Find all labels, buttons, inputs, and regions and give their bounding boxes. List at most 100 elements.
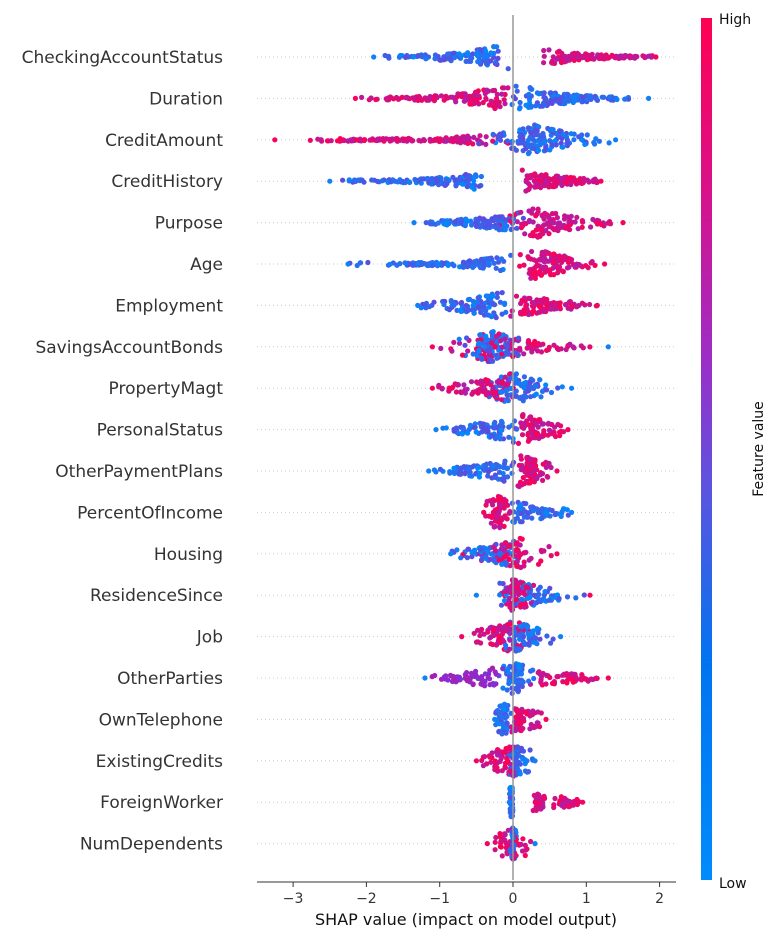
shap-point xyxy=(533,213,539,219)
shap-point xyxy=(539,471,546,477)
shap-point xyxy=(441,674,447,680)
shap-point xyxy=(499,853,505,859)
feature-label: ResidenceSince xyxy=(90,586,223,606)
shap-point xyxy=(354,262,360,269)
shap-point xyxy=(481,304,487,310)
shap-point xyxy=(532,184,538,190)
shap-point xyxy=(471,630,477,636)
shap-point xyxy=(530,206,536,212)
shap-point xyxy=(540,223,546,229)
shap-point xyxy=(467,101,473,107)
shap-point xyxy=(478,47,484,53)
feature-label: NumDependents xyxy=(80,835,223,855)
shap-point xyxy=(557,304,563,310)
shap-point xyxy=(503,388,509,394)
shap-point xyxy=(451,263,457,269)
shap-point xyxy=(548,640,554,646)
shap-point xyxy=(479,757,485,764)
shap-point xyxy=(621,55,627,61)
shap-point xyxy=(445,95,451,101)
shap-point xyxy=(442,221,448,227)
shap-point xyxy=(574,214,580,220)
x-axis-title: SHAP value (impact on model output) xyxy=(315,910,617,929)
shap-point xyxy=(490,131,496,137)
shap-point xyxy=(481,259,487,265)
shap-point-extreme xyxy=(653,54,659,60)
shap-point xyxy=(496,721,502,727)
shap-point xyxy=(542,589,548,595)
shap-point xyxy=(501,97,507,103)
shap-point xyxy=(436,382,442,388)
shap-point xyxy=(470,351,476,357)
shap-point xyxy=(494,708,500,714)
shap-point-extreme xyxy=(532,841,538,847)
shap-point xyxy=(528,464,534,470)
shap-point xyxy=(497,338,504,344)
shap-point xyxy=(509,690,515,696)
shap-point xyxy=(541,548,547,554)
shap-point xyxy=(484,336,490,343)
shap-point xyxy=(528,103,535,109)
shap-point xyxy=(537,173,543,179)
shap-point xyxy=(450,174,456,180)
shap-point xyxy=(495,259,502,265)
shap-point xyxy=(592,93,598,99)
shap-point xyxy=(434,261,440,267)
shap-point xyxy=(447,56,453,62)
shap-point xyxy=(473,672,479,678)
shap-point-extreme xyxy=(554,468,560,474)
shap-point xyxy=(505,351,511,357)
shap-point xyxy=(533,132,539,138)
shap-point xyxy=(496,103,502,109)
shap-point xyxy=(451,136,457,142)
shap-point xyxy=(469,222,475,228)
shap-point xyxy=(468,670,474,677)
shap-point xyxy=(443,138,449,144)
shap-point xyxy=(483,95,489,101)
shap-point xyxy=(520,215,527,221)
shap-point xyxy=(465,430,471,436)
shap-point xyxy=(545,101,551,107)
shap-point xyxy=(453,99,459,105)
shap-point xyxy=(528,130,534,136)
shap-point xyxy=(492,839,498,845)
shap-point xyxy=(482,754,488,760)
shap-point xyxy=(479,429,485,435)
shap-point-extreme xyxy=(646,95,652,101)
shap-point xyxy=(523,102,529,108)
shap-point-extreme xyxy=(602,261,608,267)
shap-point xyxy=(423,56,429,62)
feature-label: PersonalStatus xyxy=(97,421,224,441)
feature-label: CreditAmount xyxy=(105,131,223,151)
shap-point xyxy=(589,259,595,265)
shap-point xyxy=(497,703,503,709)
shap-point xyxy=(547,147,553,153)
shap-point xyxy=(497,712,503,718)
shap-point xyxy=(432,137,439,143)
shap-point xyxy=(534,475,540,482)
shap-point xyxy=(477,628,483,634)
shap-point xyxy=(524,758,530,764)
shap-point xyxy=(520,414,526,420)
shap-point xyxy=(585,53,592,59)
shap-point xyxy=(471,310,477,316)
shap-point xyxy=(529,435,536,441)
shap-point xyxy=(521,374,528,380)
shap-point xyxy=(389,136,395,142)
shap-point xyxy=(555,385,561,391)
shap-point xyxy=(493,333,499,339)
shap-point xyxy=(534,720,540,726)
shap-point xyxy=(501,85,507,91)
shap-point xyxy=(476,340,482,346)
shap-point xyxy=(497,639,504,646)
shap-point xyxy=(516,462,522,468)
shap-point xyxy=(580,95,586,101)
shap-point xyxy=(501,554,507,560)
shap-point xyxy=(490,329,496,335)
shap-point xyxy=(535,630,541,636)
shap-point xyxy=(495,55,501,62)
shap-point xyxy=(480,763,486,769)
shap-point xyxy=(578,676,584,682)
shap-point xyxy=(518,394,524,400)
shap-point xyxy=(478,378,484,384)
